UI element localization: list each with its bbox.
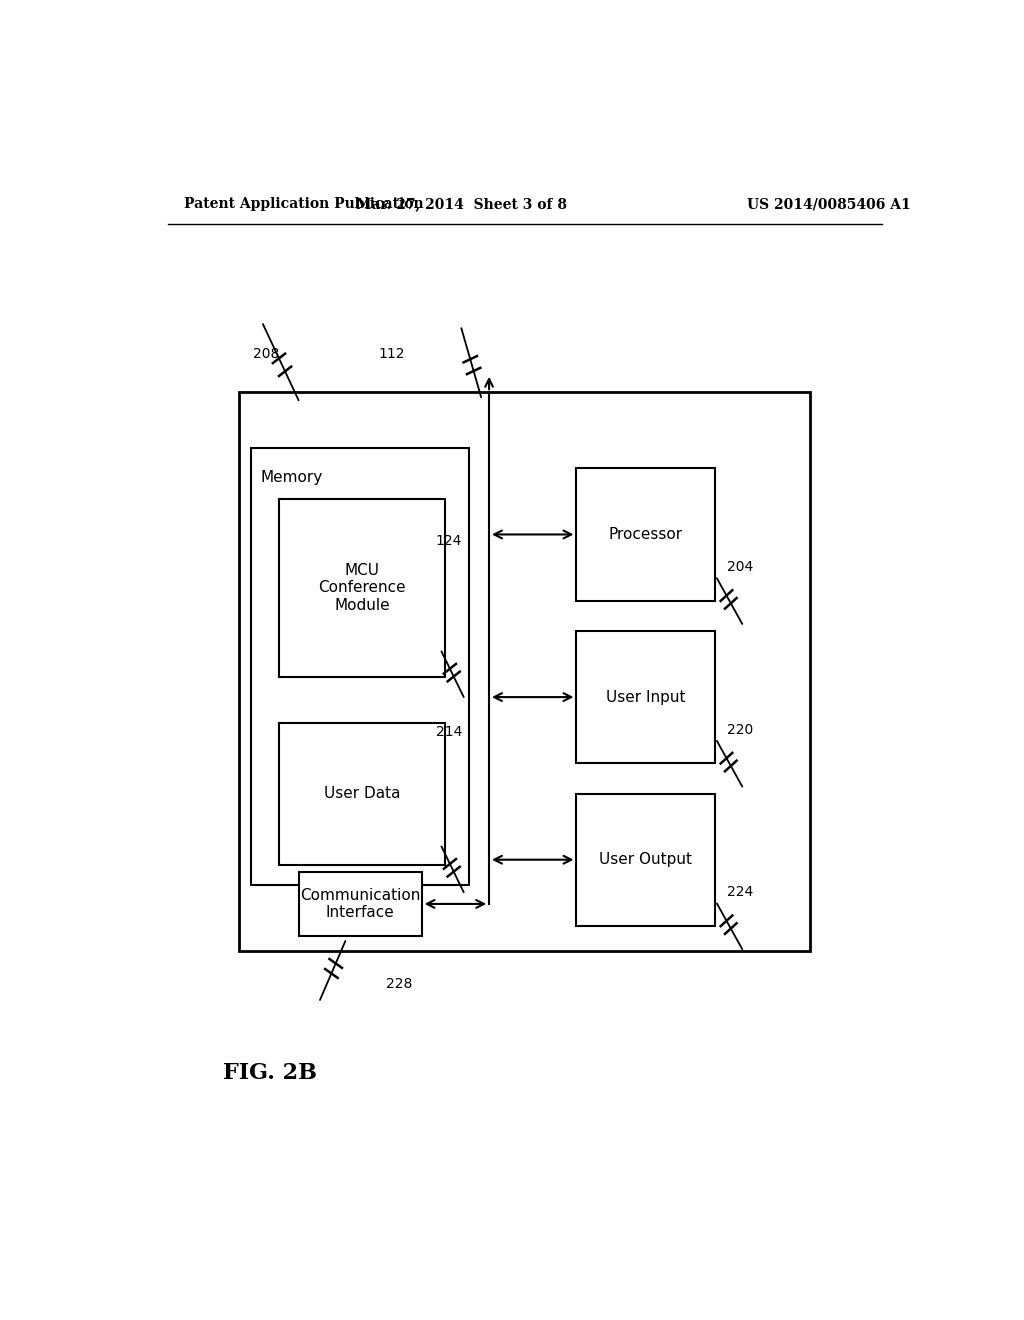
Text: US 2014/0085406 A1: US 2014/0085406 A1 (748, 197, 910, 211)
Text: 228: 228 (386, 977, 413, 991)
Text: FIG. 2B: FIG. 2B (223, 1063, 317, 1084)
FancyBboxPatch shape (577, 469, 715, 601)
Text: 224: 224 (727, 886, 754, 899)
FancyBboxPatch shape (577, 631, 715, 763)
Text: Memory: Memory (260, 470, 323, 486)
Text: Mar. 27, 2014  Sheet 3 of 8: Mar. 27, 2014 Sheet 3 of 8 (355, 197, 567, 211)
FancyBboxPatch shape (299, 873, 422, 936)
Text: Patent Application Publication: Patent Application Publication (183, 197, 423, 211)
FancyBboxPatch shape (279, 499, 445, 677)
Text: 124: 124 (436, 533, 462, 548)
Text: User Data: User Data (324, 787, 400, 801)
Text: MCU
Conference
Module: MCU Conference Module (318, 562, 406, 612)
FancyBboxPatch shape (240, 392, 811, 952)
Text: 112: 112 (378, 347, 404, 360)
Text: Processor: Processor (608, 527, 683, 543)
Text: User Output: User Output (599, 853, 692, 867)
Text: 208: 208 (253, 347, 280, 360)
FancyBboxPatch shape (279, 722, 445, 865)
Text: 214: 214 (436, 725, 462, 739)
FancyBboxPatch shape (251, 447, 469, 886)
Text: Communication
Interface: Communication Interface (300, 888, 420, 920)
Text: 204: 204 (727, 560, 754, 574)
FancyBboxPatch shape (577, 793, 715, 925)
Text: 220: 220 (727, 722, 754, 737)
Text: User Input: User Input (606, 689, 686, 705)
